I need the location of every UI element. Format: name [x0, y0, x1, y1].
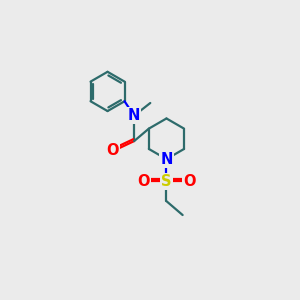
Text: N: N	[160, 152, 172, 166]
Text: O: O	[106, 143, 119, 158]
Text: S: S	[161, 174, 172, 189]
Text: O: O	[183, 174, 196, 189]
Text: N: N	[128, 108, 140, 123]
Text: O: O	[137, 174, 150, 189]
